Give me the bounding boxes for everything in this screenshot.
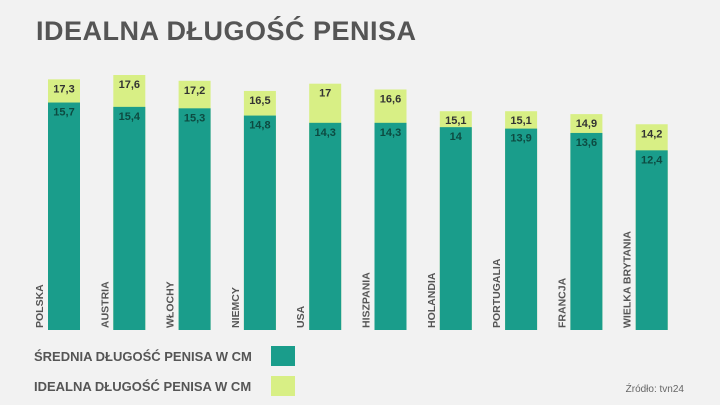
data-label-ideal: 17,6 xyxy=(119,79,140,91)
data-label-ideal: 15,1 xyxy=(445,115,466,127)
data-label-average: 15,3 xyxy=(184,112,205,124)
source-note: Źródło: tvn24 xyxy=(625,384,684,395)
chart-title: IDEALNA DŁUGOŚĆ PENISA xyxy=(36,16,417,46)
bar-average xyxy=(439,127,472,330)
category-label: FRANCJA xyxy=(556,277,568,328)
data-label-ideal: 14,2 xyxy=(641,128,662,140)
data-label-ideal: 17,3 xyxy=(53,83,74,95)
category-label: POLSKA xyxy=(34,284,46,328)
data-label-ideal: 16,6 xyxy=(380,93,401,105)
legend-label-average: ŚREDNIA DŁUGOŚĆ PENISA W CM xyxy=(34,348,252,364)
category-label: HOLANDIA xyxy=(426,272,438,328)
bar-average xyxy=(309,122,342,330)
data-label-average: 14 xyxy=(450,131,463,143)
bar-average xyxy=(113,106,146,330)
category-label: WIELKA BRYTANIA xyxy=(622,231,634,328)
data-label-ideal: 14,9 xyxy=(576,118,597,130)
data-label-average: 14,8 xyxy=(249,120,270,132)
bar-average xyxy=(570,132,603,330)
legend-item-average: ŚREDNIA DŁUGOŚĆ PENISA W CM xyxy=(34,345,295,367)
data-label-ideal: 17,2 xyxy=(184,85,205,97)
data-label-average: 14,3 xyxy=(380,127,401,139)
legend-item-ideal: IDEALNA DŁUGOŚĆ PENISA W CM xyxy=(34,375,295,397)
legend-label-ideal: IDEALNA DŁUGOŚĆ PENISA W CM xyxy=(34,378,252,394)
data-label-average: 13,6 xyxy=(576,137,597,149)
bar-average xyxy=(635,150,668,330)
category-label: WŁOCHY xyxy=(165,281,177,328)
data-label-ideal: 17 xyxy=(319,88,331,100)
category-label: AUSTRIA xyxy=(99,281,111,328)
legend-swatch-ideal xyxy=(271,376,295,396)
bar-average xyxy=(374,122,407,330)
data-label-average: 15,4 xyxy=(119,111,141,123)
data-label-ideal: 16,5 xyxy=(249,95,270,107)
bar-average xyxy=(48,102,80,330)
data-label-average: 14,3 xyxy=(314,127,335,139)
bar-average xyxy=(505,128,538,330)
category-label: HISZPANIA xyxy=(361,272,373,328)
data-label-average: 13,9 xyxy=(510,133,531,145)
data-label-ideal: 15,1 xyxy=(510,115,531,127)
category-label: NIEMCY xyxy=(230,287,242,328)
category-label: USA xyxy=(295,305,307,328)
category-label: PORTUGALIA xyxy=(491,258,503,328)
legend-swatch-average xyxy=(271,346,295,366)
data-label-average: 15,7 xyxy=(53,107,74,119)
bar-average xyxy=(243,115,276,331)
data-label-average: 12,4 xyxy=(641,154,663,166)
bar-average xyxy=(178,108,211,331)
